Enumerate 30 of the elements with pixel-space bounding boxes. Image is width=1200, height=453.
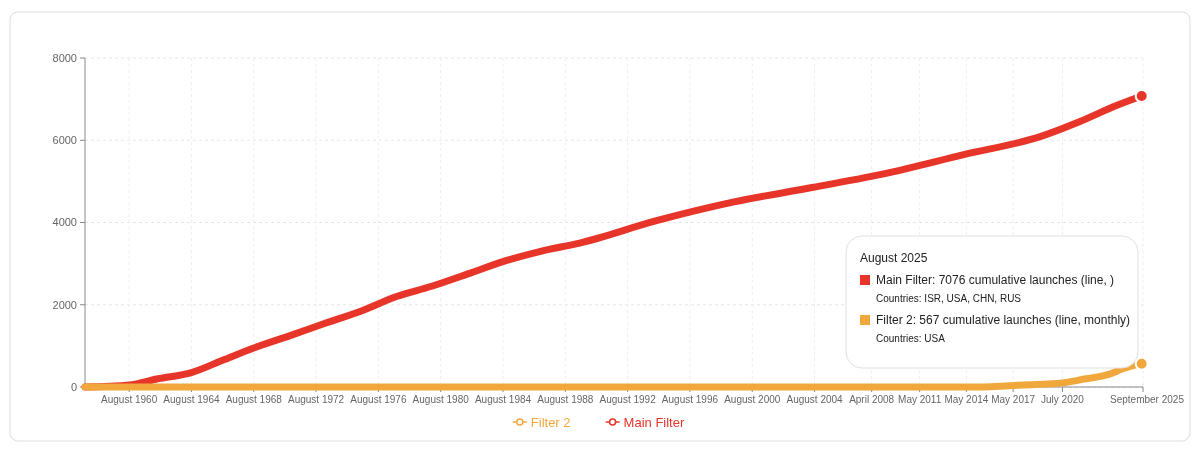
- x-tick-label: July 2020: [1041, 394, 1085, 405]
- x-tick-label: August 1996: [661, 394, 719, 405]
- x-tick-label: August 1968: [225, 394, 283, 405]
- x-tick-label: August 1960: [101, 394, 158, 405]
- x-tick-label: August 1976: [350, 394, 407, 405]
- annotation: August 2025: [860, 251, 928, 265]
- y-tick-label: 2000: [52, 298, 77, 311]
- x-tick-label: August 1992: [599, 394, 657, 405]
- x-tick-label: September 2025: [1110, 394, 1185, 405]
- annotation: Countries: ISR, USA, CHN, RUS: [876, 293, 1022, 304]
- x-tick-label: May 2017: [991, 394, 1036, 405]
- x-tick-label: August 1972: [287, 394, 345, 405]
- legend-label: Filter 2: [530, 414, 571, 430]
- x-tick-label: August 1964: [163, 394, 220, 405]
- y-tick-label: 6000: [52, 134, 77, 147]
- y-tick-label: 8000: [52, 51, 77, 64]
- x-tick-label: April 2008: [849, 394, 895, 405]
- x-tick-label: August 1980: [412, 394, 470, 405]
- annotation: Main Filter: 7076 cumulative launches (line, ): [876, 273, 1115, 287]
- y-tick-label: 0: [70, 380, 77, 393]
- x-tick-label: August 1984: [474, 394, 532, 405]
- x-tick-label: May 2011: [898, 394, 942, 405]
- annotation: Countries: USA: [876, 333, 946, 344]
- x-tick-label: August 2004: [786, 394, 844, 405]
- x-tick-label: August 2000: [724, 394, 781, 405]
- legend-label: Main Filter: [623, 414, 685, 430]
- x-tick-label: August 1988: [537, 394, 594, 405]
- x-tick-label: May 2014: [944, 394, 989, 405]
- y-tick-label: 4000: [52, 216, 77, 229]
- annotation: Filter 2: 567 cumulative launches (line, monthly): [876, 313, 1131, 327]
